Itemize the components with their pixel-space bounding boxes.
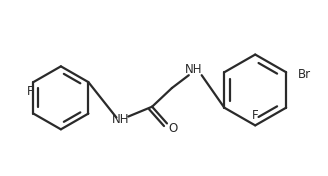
Text: F: F: [252, 109, 258, 122]
Text: F: F: [27, 85, 34, 98]
Text: NH: NH: [112, 113, 129, 126]
Text: NH: NH: [185, 63, 202, 76]
Text: O: O: [168, 122, 177, 135]
Text: Br: Br: [298, 68, 311, 81]
